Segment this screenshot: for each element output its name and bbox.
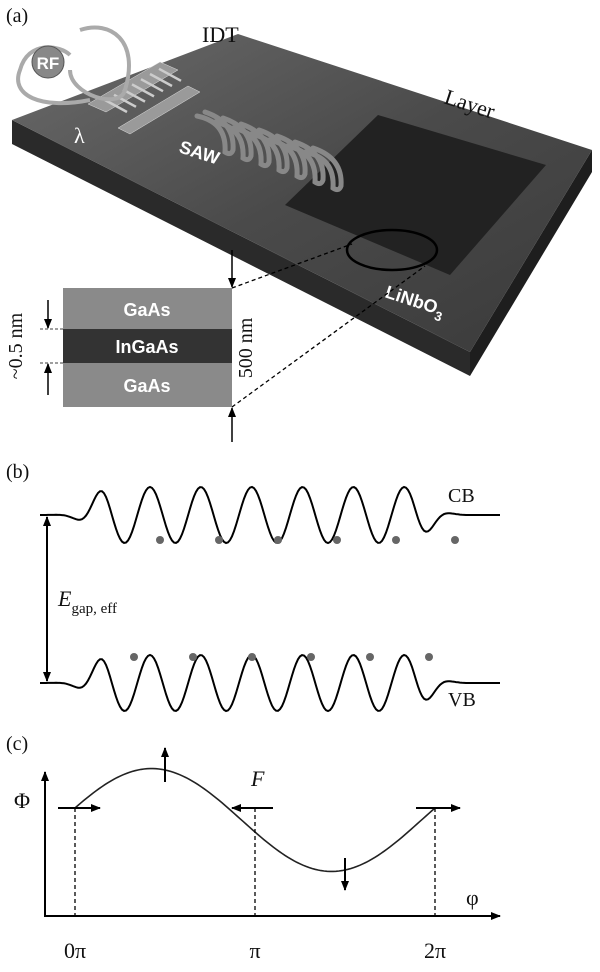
electron xyxy=(333,536,341,544)
electron xyxy=(392,536,400,544)
conduction-band xyxy=(40,487,500,543)
figure: (a) RF IDT Layer λ SAW LiNbO3 GaAs InGaA… xyxy=(0,0,600,972)
total-thickness: 500 nm xyxy=(235,317,257,378)
hole xyxy=(248,653,256,661)
hole xyxy=(366,653,374,661)
x-tick-label: π xyxy=(249,938,260,963)
wavelength-label: λ xyxy=(74,123,85,148)
vb-label: VB xyxy=(448,689,476,711)
idt-label: IDT xyxy=(202,22,239,47)
panel-label: (a) xyxy=(6,5,28,27)
electron xyxy=(156,536,164,544)
carriers xyxy=(130,536,459,661)
y-axis-label: Φ xyxy=(14,788,30,813)
x-tick-label: 2π xyxy=(424,938,446,963)
rf-label: RF xyxy=(37,54,60,73)
well-thickness: ~0.5 nm xyxy=(5,312,27,379)
hole xyxy=(307,653,315,661)
stack-layer: GaAs xyxy=(123,300,170,320)
valence-band xyxy=(40,655,500,711)
gap-label: Egap, eff xyxy=(57,586,117,617)
hole xyxy=(425,653,433,661)
x-tick-label: 0π xyxy=(64,938,86,963)
x-axis-label: φ xyxy=(466,885,479,910)
force-label: F xyxy=(250,766,265,791)
hole xyxy=(130,653,138,661)
hole xyxy=(189,653,197,661)
electron xyxy=(215,536,223,544)
page: {"panel_a":{"label":"(a)","idt":"IDT","r… xyxy=(0,0,600,972)
electron xyxy=(451,536,459,544)
electron xyxy=(274,536,282,544)
panel-label: (b) xyxy=(6,461,29,483)
stack-layer: InGaAs xyxy=(115,337,178,357)
panel-label: (c) xyxy=(6,733,28,755)
cb-label: CB xyxy=(448,485,475,507)
stack-layer: GaAs xyxy=(123,376,170,396)
